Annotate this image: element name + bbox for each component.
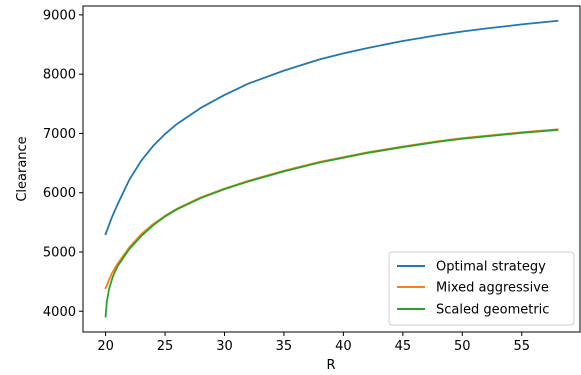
y-axis-ticks: 4000 5000 6000 7000 8000 9000 <box>43 8 83 320</box>
series-line-3 <box>104 128 559 318</box>
plot-frame <box>82 5 581 333</box>
y-tick-label: 4000 <box>43 305 76 320</box>
y-tick-label: 6000 <box>43 186 76 201</box>
legend-label-mixed: Mixed aggressive <box>436 281 549 296</box>
series-lines <box>104 19 559 318</box>
y-tick-label: 9000 <box>43 8 76 23</box>
x-tick-label: 55 <box>513 339 530 354</box>
legend: Optimal strategy Mixed aggressive Scaled… <box>388 251 575 326</box>
x-tick-label: 30 <box>216 339 233 354</box>
legend-label-scaled: Scaled geometric <box>436 303 549 318</box>
x-axis-label: R <box>326 358 335 373</box>
x-tick-label: 45 <box>395 339 412 354</box>
y-axis-label: Clearance <box>15 136 30 201</box>
x-tick-label: 35 <box>276 339 293 354</box>
series-line-1 <box>104 19 559 236</box>
y-tick-label: 5000 <box>43 245 76 260</box>
y-tick-label: 7000 <box>43 127 76 142</box>
x-axis-ticks: 20 25 30 35 40 45 50 55 <box>97 332 530 354</box>
x-tick-label: 25 <box>157 339 174 354</box>
x-tick-label: 50 <box>454 339 471 354</box>
x-tick-label: 40 <box>335 339 352 354</box>
y-tick-label: 8000 <box>43 68 76 83</box>
legend-label-optimal: Optimal strategy <box>436 260 546 275</box>
x-tick-label: 20 <box>97 339 114 354</box>
legend-box <box>388 251 575 326</box>
